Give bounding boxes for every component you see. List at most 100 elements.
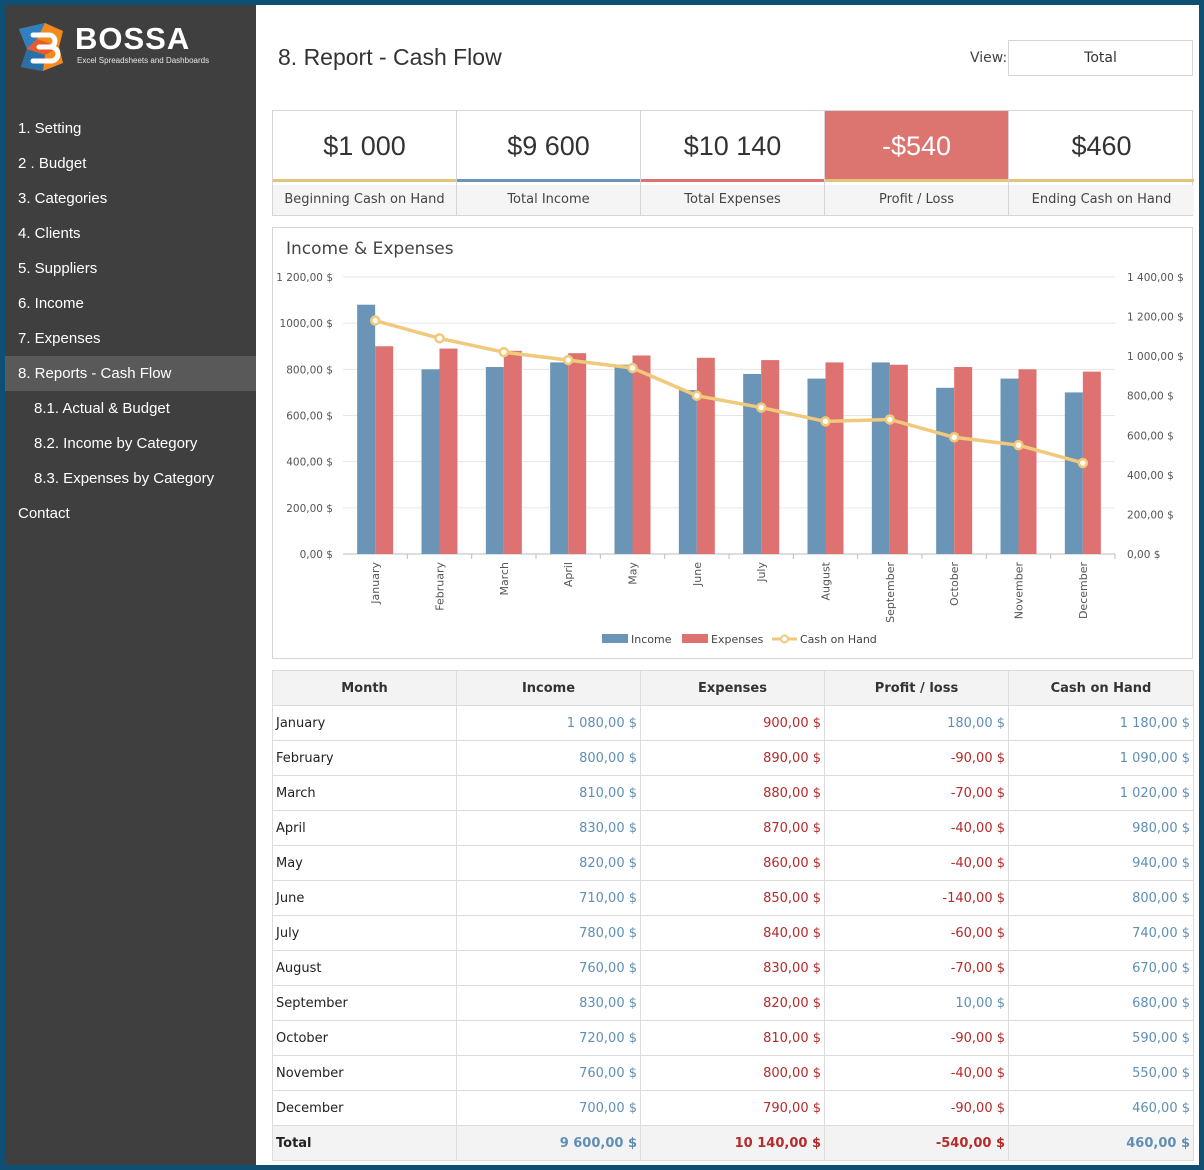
- table-cell: 460,00 $: [1008, 1090, 1194, 1126]
- table-cell: 590,00 $: [1008, 1020, 1194, 1056]
- sidebar-item-contact[interactable]: Contact: [18, 505, 70, 522]
- sidebar-item-1-setting[interactable]: 1. Setting: [18, 120, 82, 137]
- table-cell: 10,00 $: [824, 985, 1009, 1021]
- kpi-label: Beginning Cash on Hand: [273, 185, 456, 215]
- table-cell: December: [272, 1090, 457, 1126]
- column-header: Cash on Hand: [1008, 670, 1194, 706]
- expenses-bar: [375, 346, 394, 554]
- table-cell: 180,00 $: [824, 705, 1009, 741]
- table-cell: Total: [272, 1125, 457, 1161]
- logo: BOSSA Excel Spreadsheets and Dashboards: [15, 19, 245, 75]
- legend-cash-label: Cash on Hand: [800, 633, 877, 646]
- legend-cash-marker: [780, 634, 789, 644]
- y-tick-label-right: 0,00 $: [1127, 549, 1160, 561]
- sidebar-item-8-2-income-by-category[interactable]: 8.2. Income by Category: [34, 435, 198, 452]
- table-cell: January: [272, 705, 457, 741]
- table-cell: 9 600,00 $: [456, 1125, 641, 1161]
- income-bar: [357, 304, 376, 554]
- x-tick-label: June: [691, 562, 704, 587]
- x-tick-label: July: [755, 562, 768, 583]
- sidebar-item-8-reports-cash-flow[interactable]: 8. Reports - Cash Flow: [5, 356, 256, 391]
- page-title: 8. Report - Cash Flow: [278, 44, 502, 70]
- y-tick-label-left: 200,00 $: [286, 503, 333, 515]
- column-header: Expenses: [640, 670, 825, 706]
- table-cell: April: [272, 810, 457, 846]
- x-tick-label: March: [498, 562, 511, 596]
- kpi-card: $460 Ending Cash on Hand: [1009, 111, 1194, 215]
- expenses-bar: [954, 367, 973, 554]
- table-cell: 740,00 $: [1008, 915, 1194, 951]
- table-cell: March: [272, 775, 457, 811]
- income-bar: [1064, 392, 1083, 554]
- x-tick-label: April: [562, 562, 575, 587]
- table-cell: 1 090,00 $: [1008, 740, 1194, 776]
- table-cell: 880,00 $: [640, 775, 825, 811]
- table-row: January 1 080,00 $900,00 $180,00 $1 180,0…: [272, 705, 1194, 741]
- brand-tagline: Excel Spreadsheets and Dashboards: [77, 56, 210, 65]
- table-cell: -90,00 $: [824, 740, 1009, 776]
- expenses-bar: [568, 353, 587, 554]
- sidebar-item-8-3-expenses-by-category[interactable]: 8.3. Expenses by Category: [34, 470, 215, 487]
- table-cell: 680,00 $: [1008, 985, 1194, 1021]
- table-row: July 780,00 $840,00 $ -60,00 $740,00 $: [272, 915, 1194, 951]
- sidebar-item-4-clients[interactable]: 4. Clients: [18, 225, 81, 242]
- income-bar: [1000, 378, 1019, 554]
- table-cell: June: [272, 880, 457, 916]
- view-select[interactable]: Total: [1008, 40, 1193, 76]
- table-cell: -70,00 $: [824, 950, 1009, 986]
- y-tick-label-right: 800,00 $: [1127, 391, 1174, 403]
- sidebar-item-7-expenses[interactable]: 7. Expenses: [18, 330, 101, 347]
- table-cell: 840,00 $: [640, 915, 825, 951]
- table-cell: 900,00 $: [640, 705, 825, 741]
- income-bar: [421, 369, 440, 554]
- column-header: Income: [456, 670, 641, 706]
- income-bar: [678, 390, 697, 554]
- cash-on-hand-point: [948, 432, 960, 443]
- legend-expenses-swatch: [682, 634, 708, 643]
- table-cell: 1 180,00 $: [1008, 705, 1194, 741]
- kpi-label: Total Income: [457, 185, 640, 215]
- table-cell: February: [272, 740, 457, 776]
- sidebar-item-2-budget[interactable]: 2 . Budget: [18, 155, 87, 172]
- cash-on-hand-point: [1013, 439, 1024, 451]
- table-cell: 850,00 $: [640, 880, 825, 916]
- y-tick-label-left: 0,00 $: [300, 549, 333, 561]
- income-bar: [550, 362, 569, 554]
- kpi-value: $9 600: [457, 111, 640, 182]
- table-cell: 780,00 $: [456, 915, 641, 951]
- cash-flow-table: Month Income Expenses Profit / loss Cash on …: [272, 670, 1194, 1161]
- cash-on-hand-point: [562, 354, 574, 366]
- view-label: View:: [970, 50, 1008, 66]
- income-bar: [485, 367, 504, 554]
- table-cell: 830,00 $: [456, 810, 641, 846]
- table-cell: 790,00 $: [640, 1090, 825, 1126]
- table-row: April 830,00 $870,00 $ -40,00 $980,00 $: [272, 810, 1194, 846]
- legend-income-swatch: [602, 634, 628, 643]
- y-tick-label-right: 1 000,00 $: [1127, 351, 1184, 363]
- x-tick-label: May: [627, 562, 640, 585]
- expenses-bar: [632, 355, 651, 554]
- table-cell: 700,00 $: [456, 1090, 641, 1126]
- table-cell: -60,00 $: [824, 915, 1009, 951]
- column-header: Month: [272, 670, 457, 706]
- sidebar-item-8-1-actual-budget[interactable]: 8.1. Actual & Budget: [34, 400, 170, 417]
- cash-on-hand-point: [1077, 457, 1089, 469]
- y-tick-label-right: 400,00 $: [1127, 470, 1174, 482]
- brand-name: BOSSA: [75, 21, 191, 56]
- kpi-label: Ending Cash on Hand: [1009, 185, 1194, 215]
- cash-on-hand-point: [434, 333, 445, 344]
- sidebar-item-3-categories[interactable]: 3. Categories: [18, 190, 108, 207]
- chart-canvas: 0,00 $ 200,00 $ 400,00 $ 600,00 $ 800,00 $ 10…: [276, 272, 1184, 646]
- legend-income-label: Income: [631, 633, 672, 646]
- income-bar: [936, 387, 955, 554]
- table-cell: 760,00 $: [456, 950, 641, 986]
- table-row: August 760,00 $830,00 $ -70,00 $670,00 $: [272, 950, 1194, 986]
- sidebar-item-5-suppliers[interactable]: 5. Suppliers: [18, 260, 98, 277]
- y-tick-label-left: 600,00 $: [286, 411, 333, 423]
- expenses-bar: [761, 360, 780, 554]
- kpi-row: $1 000 Beginning Cash on Hand $9 600 Total …: [272, 110, 1194, 216]
- sidebar-item-6-income[interactable]: 6. Income: [18, 295, 84, 312]
- table-cell: September: [272, 985, 457, 1021]
- x-tick-label: November: [1013, 562, 1026, 620]
- income-expenses-chart: Income & Expenses 0,00 $ 200,00 $ 400,00 $…: [272, 227, 1193, 659]
